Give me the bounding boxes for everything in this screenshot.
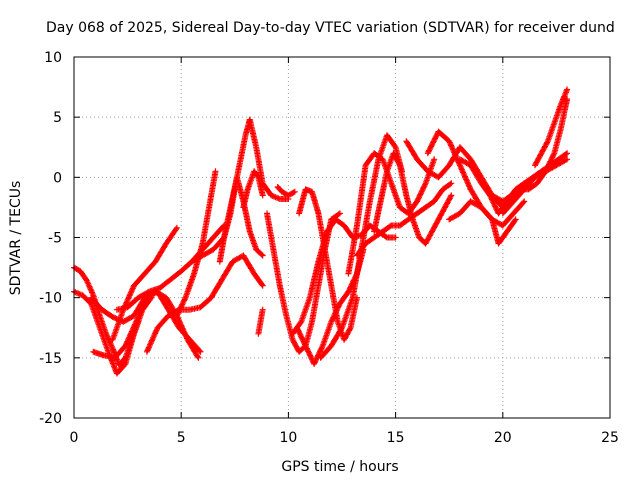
y-tick-label: -20 [39, 411, 62, 427]
y-tick-label: 5 [53, 110, 62, 126]
y-axis-title: SDTVAR / TECUs [8, 181, 24, 296]
series-track-21 [371, 150, 455, 247]
data-point-markers [499, 156, 571, 217]
data-point-markers [240, 168, 266, 211]
series-track-17 [296, 186, 360, 343]
y-tick-label: -5 [48, 231, 62, 247]
data-point-markers [296, 186, 360, 343]
y-tick-label: 10 [44, 50, 62, 66]
data-point-markers [173, 168, 219, 319]
series-track-14 [274, 184, 298, 199]
y-tick-label: -10 [39, 291, 62, 307]
y-tick-label: -15 [39, 351, 62, 367]
series-track-11 [240, 168, 266, 211]
series-track-7 [143, 252, 266, 355]
axis-ticks: 0 5 10 15 20 25 -20 -15 -10 -5 0 5 10 [39, 50, 619, 446]
data-point-markers [371, 150, 455, 247]
chart-title: Day 068 of 2025, Sidereal Day-to-day VTE… [46, 20, 615, 36]
data-point-markers [255, 306, 266, 337]
data-point-markers [143, 252, 266, 355]
data-point-markers [90, 288, 204, 361]
y-tick-label: 0 [53, 170, 62, 186]
x-tick-label: 0 [70, 430, 79, 446]
series-track-27 [499, 156, 571, 217]
series-track-8 [173, 168, 219, 319]
data-point-markers [446, 198, 519, 247]
x-tick-label: 5 [177, 430, 186, 446]
series-track-24 [446, 198, 519, 247]
x-axis-title: GPS time / hours [281, 459, 398, 475]
x-tick-label: 20 [494, 430, 512, 446]
x-tick-label: 10 [279, 430, 297, 446]
x-tick-label: 15 [387, 430, 405, 446]
data-point-markers [274, 184, 298, 199]
series-track-12 [255, 306, 266, 337]
x-tick-label: 25 [601, 430, 619, 446]
data-point-markers [532, 86, 571, 169]
series-track-4 [90, 288, 204, 361]
series-track-28 [532, 86, 571, 169]
data-points [71, 86, 571, 377]
